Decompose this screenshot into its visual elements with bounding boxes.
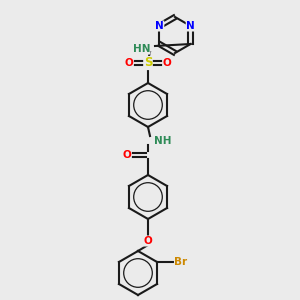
Text: Br: Br <box>175 257 188 267</box>
Text: NH: NH <box>154 136 172 146</box>
Text: HN: HN <box>133 44 150 54</box>
Text: O: O <box>124 58 134 68</box>
Text: O: O <box>123 150 131 160</box>
Text: N: N <box>155 21 164 31</box>
Text: O: O <box>163 58 171 68</box>
Text: O: O <box>144 236 152 246</box>
Text: S: S <box>144 56 152 70</box>
Text: N: N <box>186 21 195 31</box>
